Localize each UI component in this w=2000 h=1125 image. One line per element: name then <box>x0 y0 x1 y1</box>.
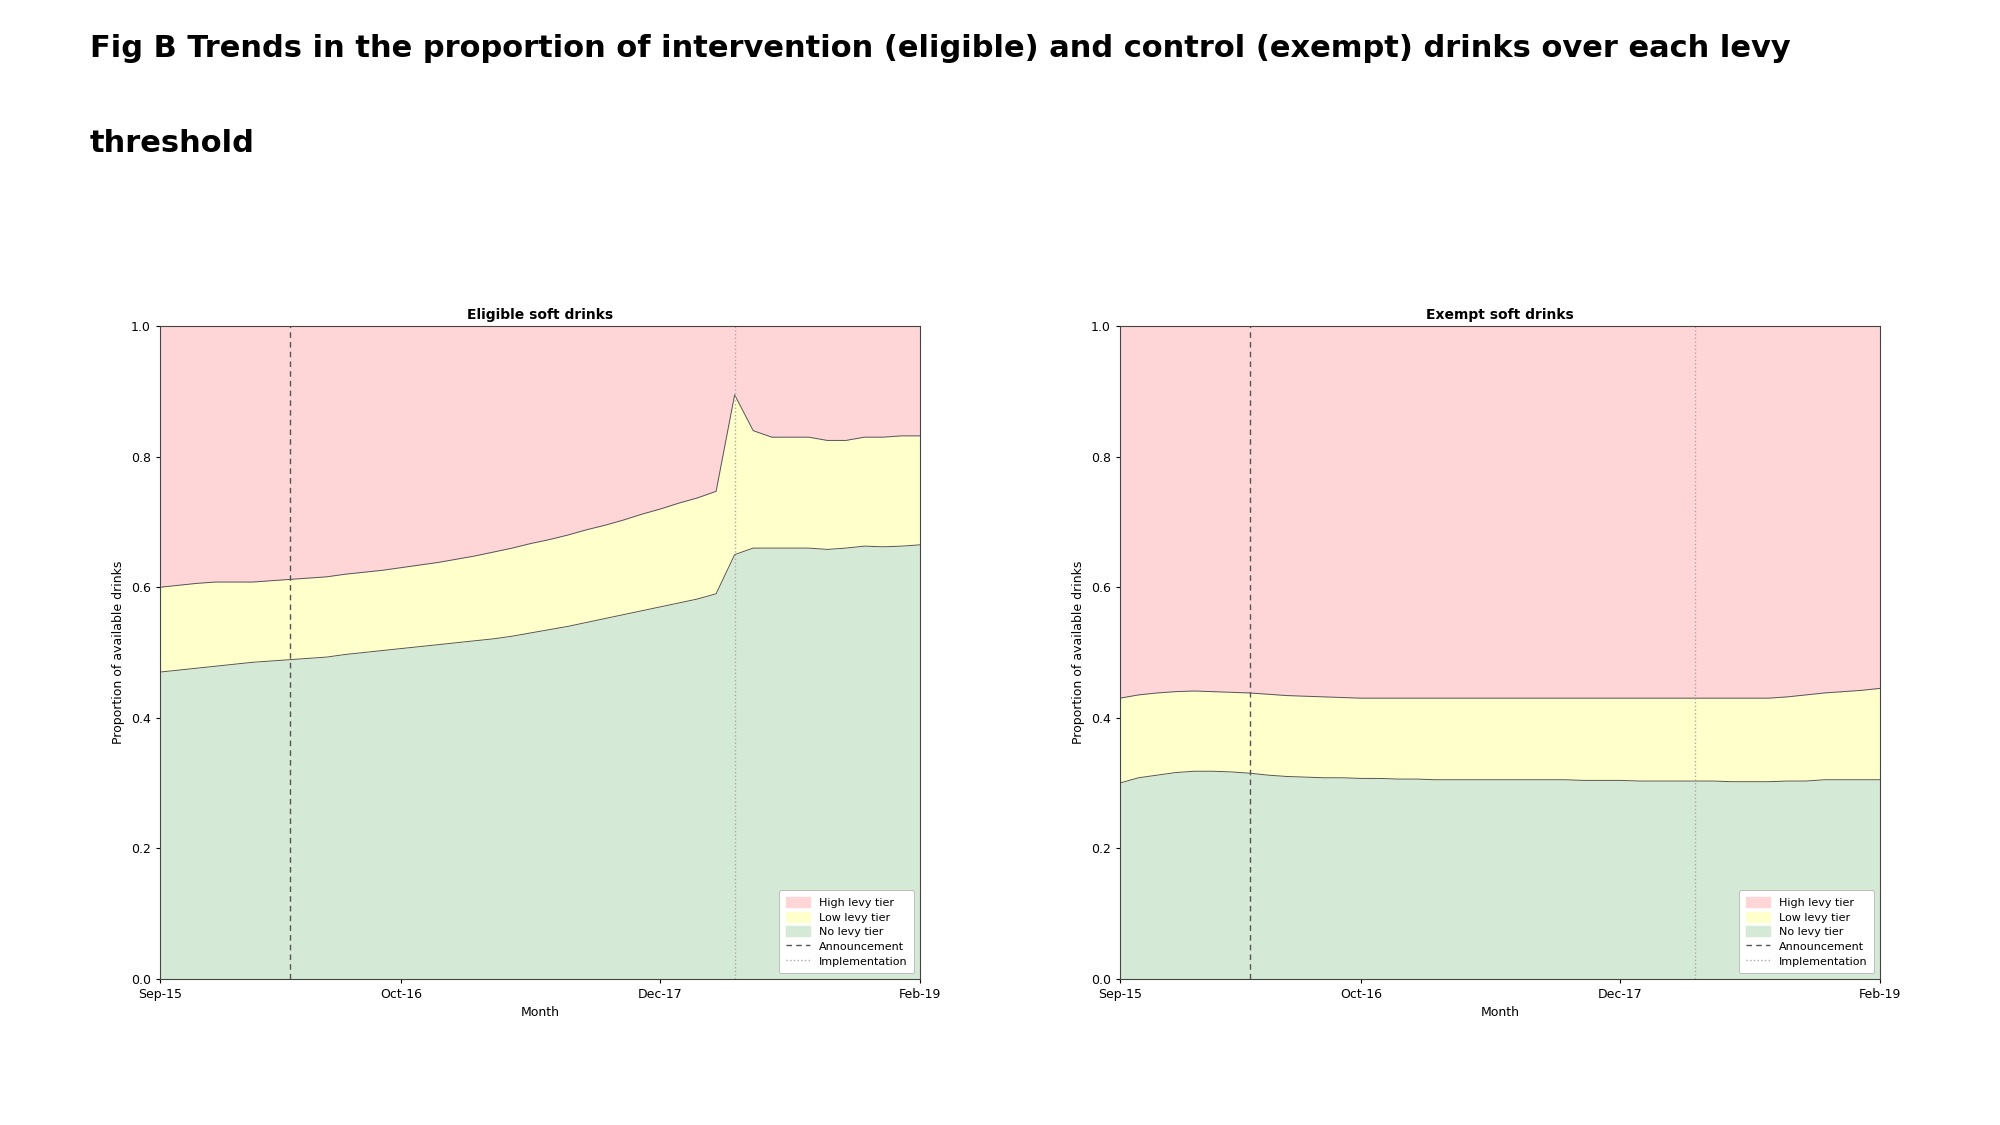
Text: threshold: threshold <box>90 129 254 159</box>
X-axis label: Month: Month <box>520 1007 560 1019</box>
Y-axis label: Proportion of available drinks: Proportion of available drinks <box>112 560 126 745</box>
X-axis label: Month: Month <box>1480 1007 1520 1019</box>
Y-axis label: Proportion of available drinks: Proportion of available drinks <box>1072 560 1086 745</box>
Legend: High levy tier, Low levy tier, No levy tier, Announcement, Implementation: High levy tier, Low levy tier, No levy t… <box>1740 890 1874 973</box>
Title: Eligible soft drinks: Eligible soft drinks <box>466 308 614 322</box>
Legend: High levy tier, Low levy tier, No levy tier, Announcement, Implementation: High levy tier, Low levy tier, No levy t… <box>780 890 914 973</box>
Text: Fig B Trends in the proportion of intervention (eligible) and control (exempt) d: Fig B Trends in the proportion of interv… <box>90 34 1790 63</box>
Title: Exempt soft drinks: Exempt soft drinks <box>1426 308 1574 322</box>
